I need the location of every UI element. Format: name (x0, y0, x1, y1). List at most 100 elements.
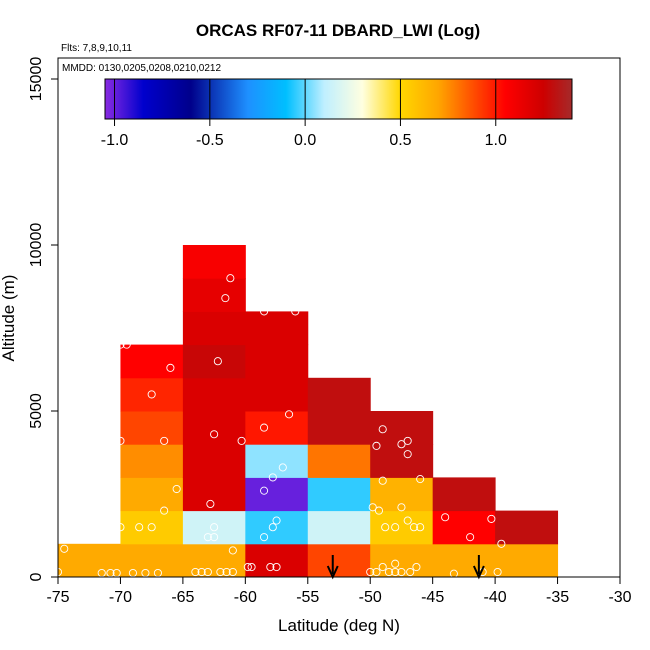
heatmap-cell (245, 411, 309, 445)
x-tick-label: -35 (546, 589, 569, 606)
heatmap-cell (120, 510, 184, 545)
heatmap-cell (432, 510, 496, 545)
heatmap-cell (120, 411, 184, 445)
observation-point (272, 562, 281, 572)
observation-point (397, 440, 406, 449)
y-axis-label: Altitude (m) (0, 275, 18, 362)
observation-point (226, 274, 235, 283)
observation-point (206, 499, 215, 509)
x-tick-label: -55 (296, 589, 319, 606)
x-tick-label: -75 (46, 589, 69, 606)
x-tick-label: -40 (484, 589, 507, 606)
heatmap-cell (120, 377, 184, 412)
heatmap-cell (182, 278, 246, 312)
x-axis-label: Latitude (deg N) (278, 616, 400, 635)
colorbar-tick-label: 1.0 (485, 132, 507, 149)
observation-point (216, 567, 225, 577)
observation-point (60, 544, 69, 553)
observation-point (135, 523, 144, 532)
colorbar (104, 78, 573, 120)
observation-point (403, 436, 412, 445)
observation-point (266, 562, 275, 572)
observation-point (493, 567, 502, 577)
colorbar-ticks: -1.0 -0.5 0.0 0.5 1.0 (101, 79, 507, 149)
observation-point (403, 516, 412, 525)
heatmap-cell (370, 477, 434, 512)
heatmap-cell (58, 543, 121, 578)
observation-point (243, 562, 252, 572)
observation-point (116, 523, 125, 532)
x-tick-label: -60 (234, 589, 257, 606)
observation-point (391, 567, 400, 577)
observation-point (191, 567, 200, 577)
observation-point (416, 475, 425, 484)
observation-point (378, 562, 387, 572)
y-tick-label: 5000 (28, 393, 45, 429)
observation-point (166, 363, 175, 372)
heatmap-cell (245, 311, 309, 346)
heatmap-cell (432, 477, 496, 512)
heatmap-cells (58, 245, 559, 578)
observation-point (412, 562, 421, 572)
observation-point (381, 523, 390, 532)
observation-point (368, 503, 377, 512)
colorbar-tick-label: 0.5 (389, 132, 411, 149)
observation-point (160, 506, 169, 515)
observation-point (397, 503, 406, 512)
observation-point (260, 423, 269, 432)
observation-point (403, 450, 412, 459)
heatmap-cell (370, 543, 434, 578)
heatmap-cell (182, 477, 246, 512)
observation-point (160, 436, 169, 445)
heatmap-cell (370, 411, 434, 445)
heatmap-cell (182, 311, 246, 346)
observation-point (409, 523, 418, 532)
plot-frame (57, 57, 621, 578)
observation-point (487, 514, 496, 523)
observation-point (366, 567, 375, 577)
observation-point (228, 546, 237, 555)
heatmap-cell (182, 510, 246, 545)
heatmap-cell (182, 543, 246, 578)
y-tick-label: 0 (28, 572, 45, 581)
colorbar-tick-label: -1.0 (101, 132, 129, 149)
heatmap-cell (245, 344, 309, 379)
x-tick-label: -45 (421, 589, 444, 606)
observation-point (210, 523, 219, 532)
observation-point (378, 476, 387, 485)
x-tick-label: -65 (171, 589, 194, 606)
x-tick-label: -30 (608, 589, 631, 606)
heatmap-cell (370, 444, 434, 478)
observation-point (237, 436, 246, 445)
observation-point (221, 294, 230, 303)
observation-point (391, 523, 400, 532)
observation-point (268, 473, 277, 482)
heatmap-cell (495, 543, 559, 578)
observation-point (172, 484, 181, 494)
observation-point (497, 539, 506, 548)
heatmap-cell (245, 543, 309, 578)
observation-point (222, 567, 231, 577)
observation-point (466, 533, 475, 542)
observation-point (260, 486, 269, 495)
observation-point (441, 513, 450, 522)
observation-point (210, 430, 219, 439)
observation-point (384, 567, 394, 577)
observation-point (372, 567, 381, 577)
heatmap-cell (120, 477, 184, 512)
observation-point (260, 533, 269, 542)
observation-point (268, 523, 277, 532)
observation-point (260, 307, 269, 316)
x-tick-label: -70 (109, 589, 132, 606)
y-tick-label: 15000 (28, 57, 45, 102)
observation-point (416, 523, 425, 532)
observation-point (291, 307, 300, 316)
observation-point (147, 390, 156, 399)
heatmap-cell (120, 344, 184, 379)
heatmap-cell (182, 411, 246, 445)
heatmap-cell (307, 377, 371, 412)
observation-point (122, 340, 131, 349)
heatmap-cell (245, 477, 309, 512)
chart-title: ORCAS RF07-11 DBARD_LWI (Log) (196, 21, 480, 40)
